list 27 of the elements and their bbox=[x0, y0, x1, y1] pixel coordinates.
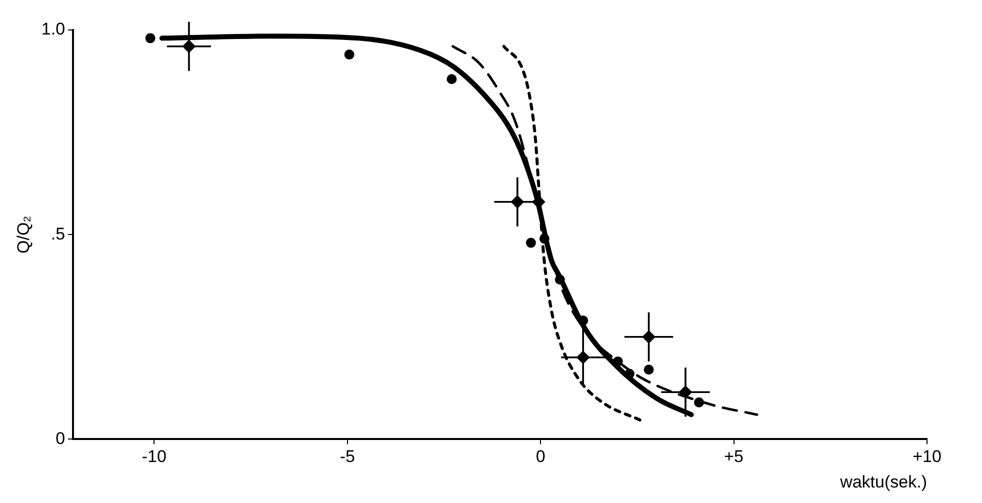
x-tick-label: +10 bbox=[912, 447, 942, 466]
point bbox=[554, 274, 565, 285]
point bbox=[624, 368, 634, 379]
x-tick-label: +5 bbox=[724, 447, 744, 466]
point bbox=[642, 330, 656, 344]
y-tick-label: 0 bbox=[56, 428, 66, 448]
point bbox=[446, 74, 457, 84]
point bbox=[182, 40, 196, 53]
x-tick-label: 0 bbox=[536, 447, 546, 466]
x-tick-label: -10 bbox=[142, 447, 166, 466]
point bbox=[612, 356, 623, 366]
point bbox=[344, 50, 354, 60]
point bbox=[539, 234, 550, 244]
y-tick-label: 1.0 bbox=[41, 20, 66, 39]
point bbox=[578, 316, 588, 326]
x-tick-label: -5 bbox=[340, 447, 355, 466]
point bbox=[694, 397, 704, 408]
point bbox=[510, 195, 524, 208]
y-tick-label: .5 bbox=[50, 224, 66, 244]
y-axis-title: Q/Q₂ bbox=[14, 216, 33, 254]
point bbox=[576, 350, 590, 364]
x-axis-title: waktu(sek.) bbox=[839, 472, 927, 492]
point bbox=[526, 238, 536, 248]
point bbox=[644, 364, 654, 375]
point bbox=[532, 195, 546, 208]
point bbox=[145, 33, 156, 44]
point bbox=[678, 386, 692, 399]
